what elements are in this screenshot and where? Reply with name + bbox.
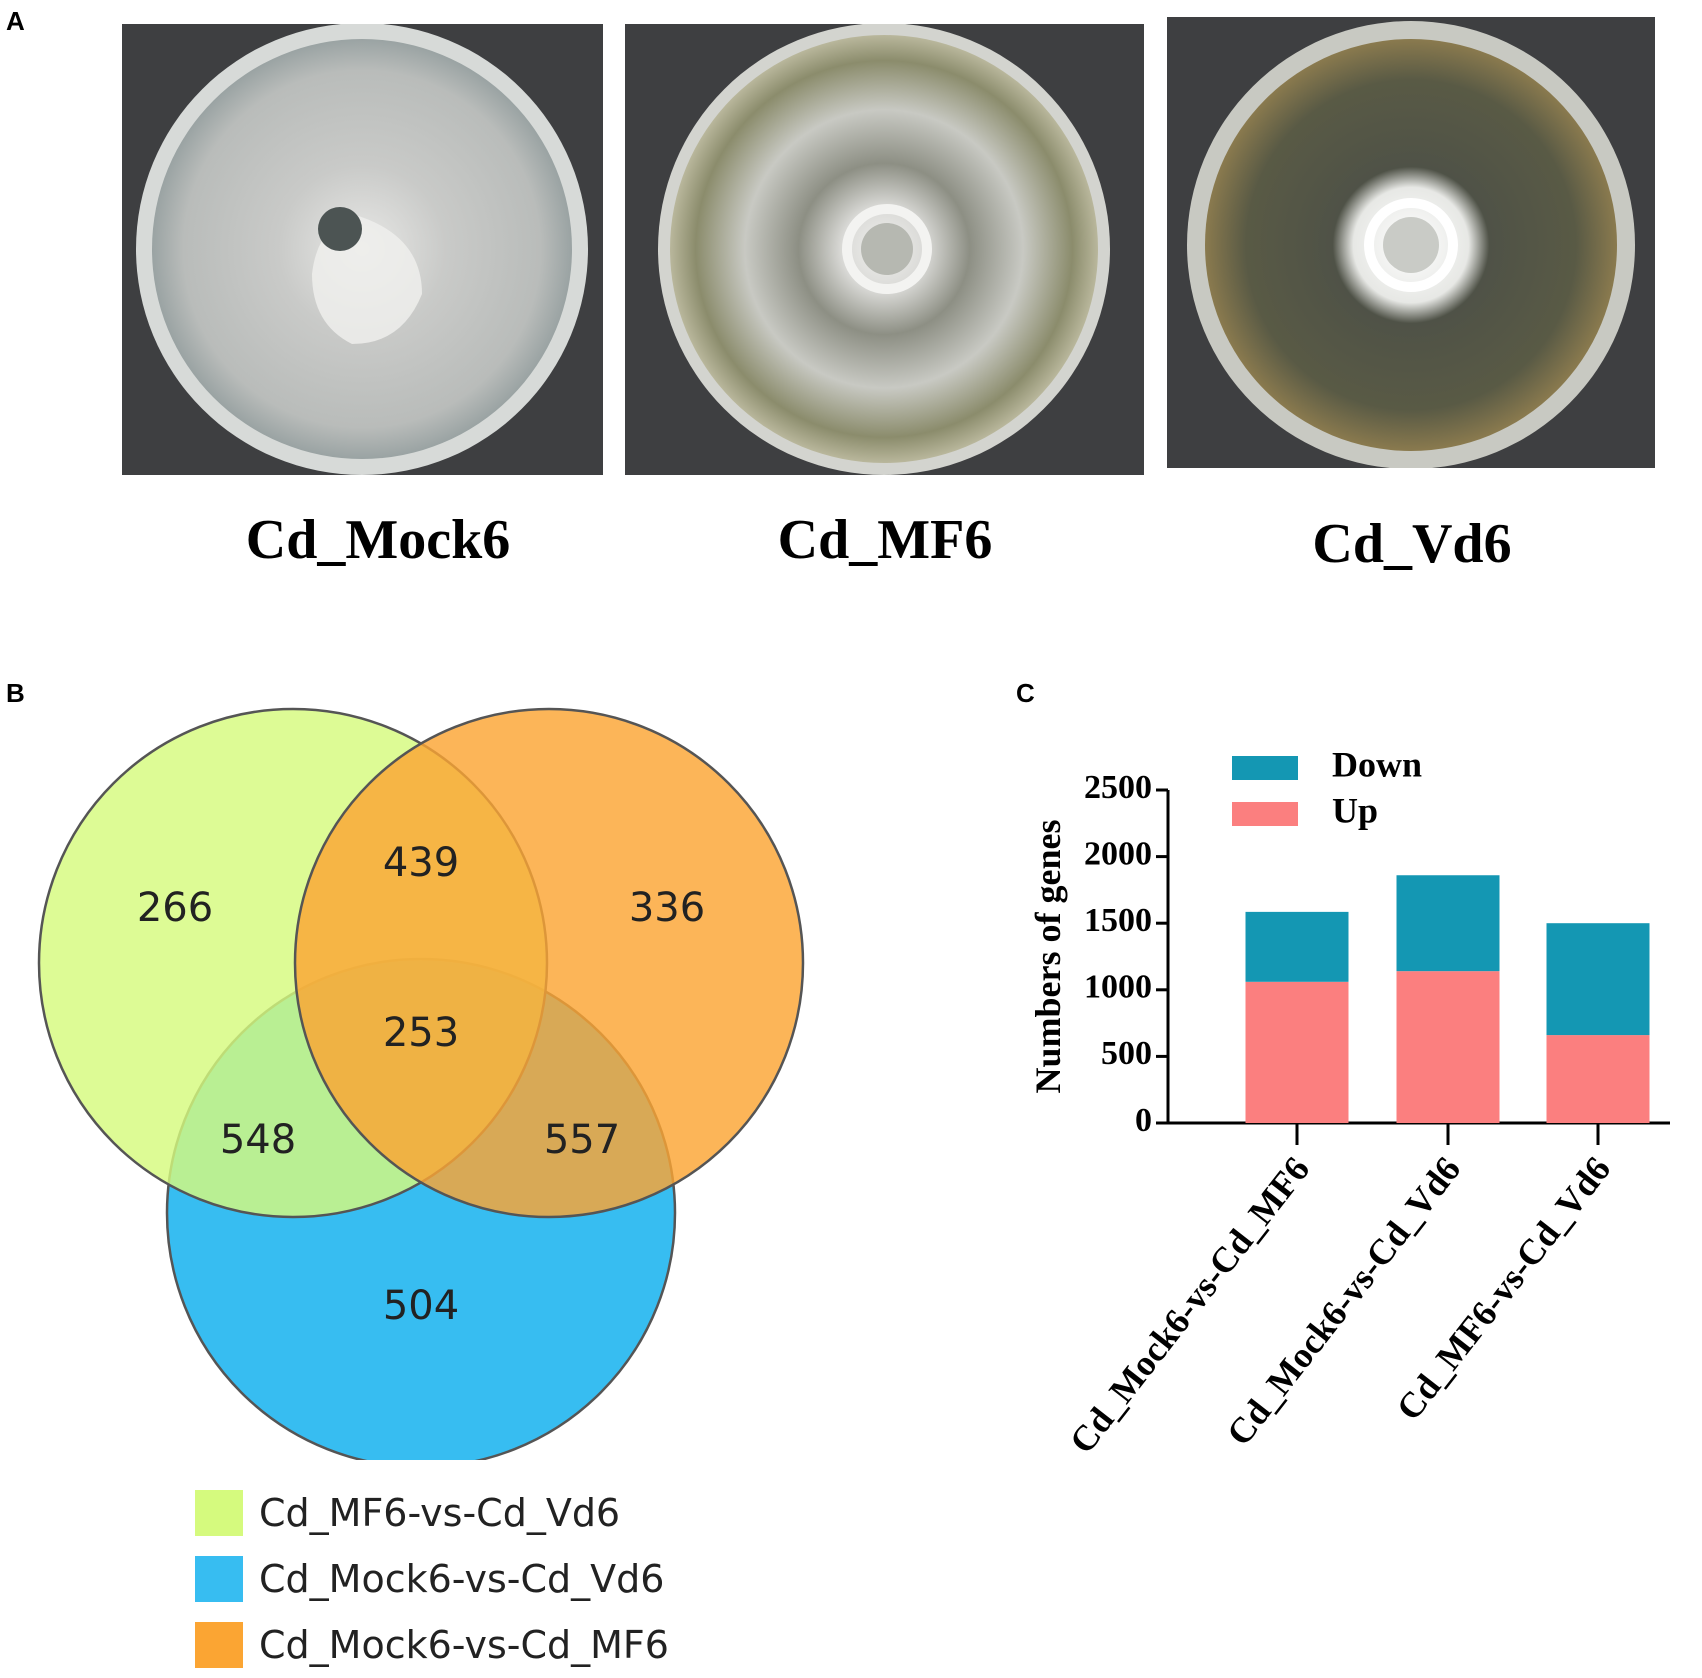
venn-diagram: 266 336 504 439 548 557 253	[37, 707, 805, 1460]
bar-up	[1245, 981, 1349, 1123]
y-tick-label: 2500	[1084, 769, 1152, 806]
y-tick-label: 1500	[1084, 902, 1152, 939]
bar-down	[1546, 923, 1650, 1036]
venn-region-value: 557	[544, 1117, 620, 1163]
venn-region-value: 336	[629, 885, 705, 931]
photo-label-mock6: Cd_Mock6	[245, 509, 511, 571]
y-tick-label: 2000	[1084, 835, 1152, 872]
petri-dish-photo-mock6	[122, 24, 603, 475]
photo-label-mf6: Cd_MF6	[777, 509, 993, 571]
photo-label-vd6: Cd_Vd6	[1312, 513, 1512, 575]
chart-legend-label-down: Down	[1332, 744, 1422, 784]
chart-legend-label-up: Up	[1332, 790, 1378, 830]
venn-legend-item: Cd_MF6-vs-Cd_Vd6	[195, 1480, 669, 1546]
legend-label-mf6-vs-vd6: Cd_MF6-vs-Cd_Vd6	[259, 1491, 621, 1535]
venn-region-value: 548	[220, 1117, 296, 1163]
venn-region-value: 439	[383, 840, 459, 886]
venn-legend-item: Cd_Mock6-vs-Cd_MF6	[195, 1612, 669, 1678]
legend-label-mock6-vs-vd6: Cd_Mock6-vs-Cd_Vd6	[259, 1557, 665, 1601]
y-tick-label: 0	[1135, 1102, 1152, 1139]
legend-swatch-mock6-vs-vd6	[195, 1556, 243, 1602]
bar-up	[1546, 1035, 1650, 1123]
petri-dish-photo-vd6	[1167, 17, 1655, 468]
chart-legend-swatch-down	[1232, 756, 1298, 780]
venn-region-value: 253	[383, 1010, 459, 1056]
venn-legend: Cd_MF6-vs-Cd_Vd6 Cd_Mock6-vs-Cd_Vd6 Cd_M…	[195, 1480, 669, 1678]
panel-label-b: B	[6, 678, 25, 708]
panel-label-c: C	[1016, 678, 1035, 708]
legend-label-mock6-vs-mf6: Cd_Mock6-vs-Cd_MF6	[259, 1623, 669, 1667]
legend-swatch-mock6-vs-mf6	[195, 1622, 243, 1668]
y-tick-label: 1000	[1084, 969, 1152, 1006]
legend-swatch-mf6-vs-vd6	[195, 1490, 243, 1536]
petri-dish-photo-mf6	[625, 24, 1144, 475]
y-axis-label: Numbers of genes	[1028, 820, 1068, 1094]
bar-up	[1396, 971, 1500, 1123]
panel-label-a: A	[6, 6, 25, 36]
bar-down	[1245, 911, 1349, 982]
venn-circle-2	[293, 707, 805, 1219]
chart-legend-swatch-up	[1232, 802, 1298, 826]
venn-region-value: 504	[383, 1283, 459, 1329]
bar-down	[1396, 875, 1500, 972]
venn-legend-item: Cd_Mock6-vs-Cd_Vd6	[195, 1546, 669, 1612]
y-tick-label: 500	[1101, 1035, 1152, 1072]
venn-region-value: 266	[137, 885, 213, 931]
